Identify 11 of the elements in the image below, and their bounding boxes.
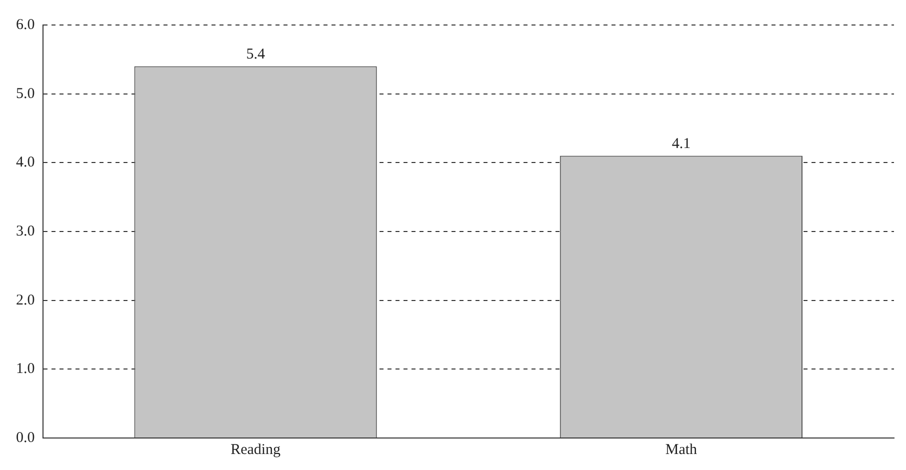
y-tick-label: 1.0: [16, 361, 35, 378]
y-tick-label: 6.0: [16, 16, 35, 33]
y-tick-label: 3.0: [16, 223, 35, 240]
x-tick-label: Reading: [230, 442, 282, 458]
data-label: 5.4: [246, 46, 266, 63]
y-tick-label: 0.0: [16, 430, 35, 446]
y-tick-label: 4.0: [16, 154, 35, 171]
y-tick-label: 5.0: [16, 86, 35, 102]
y-tick-label: 2.0: [16, 292, 35, 308]
data-label: 4.1: [672, 136, 691, 152]
x-tick-label: Math: [665, 442, 698, 458]
